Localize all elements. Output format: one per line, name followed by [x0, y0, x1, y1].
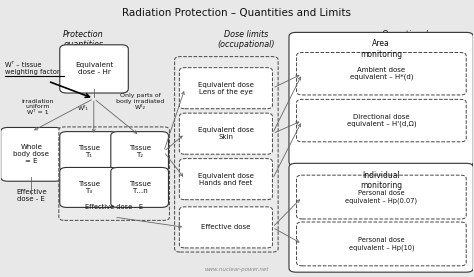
Text: Equivalent dose
Lens of the eye: Equivalent dose Lens of the eye — [198, 82, 254, 95]
Text: Equivalent
dose - Hr: Equivalent dose - Hr — [75, 62, 113, 75]
FancyBboxPatch shape — [60, 132, 118, 171]
Text: www.nuclear-power.net: www.nuclear-power.net — [205, 267, 269, 272]
FancyBboxPatch shape — [59, 127, 169, 220]
Text: Personal dose
equivalent – Hp(10): Personal dose equivalent – Hp(10) — [348, 237, 414, 251]
Text: Wᵀ₁: Wᵀ₁ — [78, 106, 89, 111]
Text: Tissue
T₃: Tissue T₃ — [78, 181, 100, 194]
Text: Dose limits
(occupational): Dose limits (occupational) — [218, 30, 275, 49]
FancyBboxPatch shape — [111, 167, 168, 207]
Text: Effective
dose - E: Effective dose - E — [16, 189, 47, 202]
FancyBboxPatch shape — [0, 127, 62, 181]
Text: Tissue
T₁: Tissue T₁ — [78, 145, 100, 158]
FancyBboxPatch shape — [60, 45, 128, 93]
Text: Directional dose
equivalent – H'(d,Ω): Directional dose equivalent – H'(d,Ω) — [346, 114, 416, 127]
Text: Operational
quantities: Operational quantities — [382, 30, 428, 49]
Text: Personal dose
equivalent – Hp(0.07): Personal dose equivalent – Hp(0.07) — [346, 190, 418, 204]
FancyBboxPatch shape — [60, 167, 118, 207]
Text: Area
monitoring: Area monitoring — [360, 39, 402, 59]
Text: Ambient dose
equivalent – H*(d): Ambient dose equivalent – H*(d) — [350, 67, 413, 81]
FancyBboxPatch shape — [179, 207, 273, 248]
FancyBboxPatch shape — [174, 57, 278, 252]
Text: Equivalent dose
Skin: Equivalent dose Skin — [198, 127, 254, 140]
FancyBboxPatch shape — [179, 113, 273, 154]
Text: irradiation
uniform
Wᵀ = 1: irradiation uniform Wᵀ = 1 — [21, 99, 54, 115]
Text: Equivalent dose
Hands and feet: Equivalent dose Hands and feet — [198, 173, 254, 186]
Text: Radiation Protection – Quantities and Limits: Radiation Protection – Quantities and Li… — [122, 7, 352, 17]
Text: Whole
body dose
= E: Whole body dose = E — [13, 144, 49, 164]
Text: Protection
quantities: Protection quantities — [63, 30, 104, 49]
FancyBboxPatch shape — [289, 163, 474, 272]
FancyBboxPatch shape — [111, 132, 168, 171]
Text: Tissue
T₂: Tissue T₂ — [128, 145, 151, 158]
Text: Effective dose - E: Effective dose - E — [85, 204, 143, 211]
FancyBboxPatch shape — [297, 53, 466, 95]
FancyBboxPatch shape — [297, 99, 466, 142]
FancyBboxPatch shape — [297, 222, 466, 266]
FancyBboxPatch shape — [297, 175, 466, 219]
Text: Wᵀ – tissue
weighting factor: Wᵀ – tissue weighting factor — [5, 62, 60, 75]
FancyBboxPatch shape — [179, 159, 273, 200]
Text: Tissue
T…n: Tissue T…n — [128, 181, 151, 194]
Text: Effective dose: Effective dose — [201, 224, 251, 230]
Text: Individual
monitoring: Individual monitoring — [360, 171, 402, 190]
Text: Only parts of
body irradiated
Wᵀ₂: Only parts of body irradiated Wᵀ₂ — [116, 93, 164, 110]
FancyBboxPatch shape — [179, 68, 273, 109]
FancyBboxPatch shape — [289, 32, 474, 166]
